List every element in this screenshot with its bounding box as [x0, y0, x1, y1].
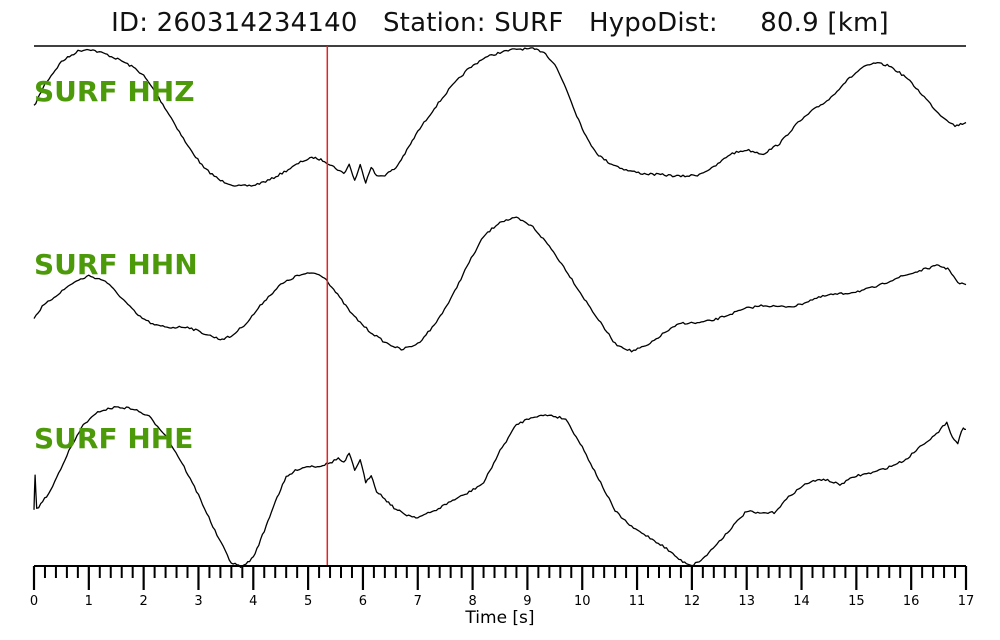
x-tick-label: 12: [684, 594, 701, 609]
x-tick-label: 3: [194, 594, 202, 609]
traces-layer: [33, 47, 967, 568]
x-tick-label: 0: [30, 594, 38, 609]
x-tick-label: 16: [903, 594, 920, 609]
x-tick-label: 6: [359, 594, 367, 609]
trace-line-3: [33, 406, 967, 568]
x-tick-label: 14: [793, 594, 810, 609]
chart-title: ID: 260314234140 Station: SURF HypoDist:…: [111, 8, 889, 38]
channel-label-2: SURF HHN: [34, 248, 198, 281]
x-tick-label: 11: [629, 594, 646, 609]
x-tick-label: 5: [304, 594, 312, 609]
trace-line-2: [33, 216, 967, 353]
time-axis: 0 1 2 3 4 5 6 7 8 9 10 11 12 13 14 15 16 17: [30, 565, 975, 609]
x-tick-label: 7: [414, 594, 422, 609]
channel-label-1: SURF HHZ: [34, 75, 195, 108]
x-tick-label: 2: [140, 594, 148, 609]
x-tick-label: 4: [249, 594, 257, 609]
x-tick-label: 17: [958, 594, 975, 609]
x-tick-label: 10: [574, 594, 591, 609]
x-tick-label: 9: [523, 594, 531, 609]
x-tick-label: 15: [848, 594, 865, 609]
channel-label-3: SURF HHE: [34, 422, 193, 455]
x-tick-label: 8: [468, 594, 476, 609]
x-tick-label: 1: [85, 594, 93, 609]
x-tick-label: 13: [738, 594, 755, 609]
x-axis-label: Time [s]: [464, 608, 534, 628]
trace-line-1: [33, 47, 967, 187]
channel-labels: SURF HHZ SURF HHN SURF HHE: [34, 75, 198, 455]
